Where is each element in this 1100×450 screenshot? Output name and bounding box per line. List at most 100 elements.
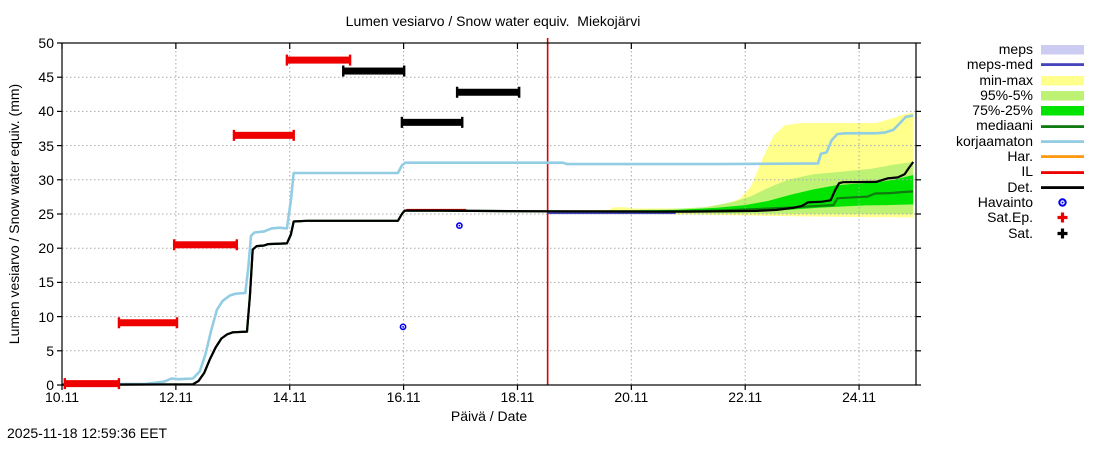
chart-legend: meps meps-med min-max 95%-5% 75%-25% mediaani… (858, 41, 1086, 241)
legend-label: 75%-25% (972, 102, 1033, 119)
bar-Sat.Ep. (286, 56, 351, 64)
legend-item-min-max: min-max (858, 71, 1086, 88)
legend-label: mediaani (976, 117, 1033, 134)
bar-Sat. (457, 88, 520, 96)
bar-endcap (342, 65, 345, 77)
legend-swatch-circle-icon (1058, 198, 1067, 207)
legend-swatch-line-icon (1041, 140, 1084, 143)
legend-item-75-25-: 75%-25% (858, 102, 1086, 119)
legend-item-havainto: Havainto (858, 193, 1086, 210)
x-tick-label-24.11: 24.11 (842, 389, 877, 405)
bar-endcap (117, 317, 121, 329)
bar-endcap (402, 65, 406, 77)
bar-Sat.Ep. (174, 241, 237, 249)
legend-swatch-line-icon (1041, 155, 1084, 159)
render-timestamp: 2025-11-18 12:59:36 EET (7, 425, 168, 441)
legend-item-mediaani: mediaani (858, 118, 1086, 133)
marker-dot (458, 224, 461, 227)
legend-label: korjaamaton (955, 132, 1033, 149)
bar-endcap (400, 116, 404, 128)
bar-endcap (461, 116, 464, 128)
legend-item-har-: Har. (858, 148, 1086, 165)
bar-endcap (455, 86, 459, 98)
legend-item-sat-: Sat. (858, 224, 1086, 241)
legend-label: IL (1021, 163, 1033, 180)
y-tick-label-10: 10 (38, 308, 54, 325)
x-axis-label: Päivä / Date (450, 408, 528, 424)
marker-dot (402, 325, 404, 328)
bar-endcap (175, 317, 179, 329)
x-tick-label-12.11: 12.11 (158, 389, 193, 405)
legend-swatch-plus-icon (1057, 212, 1068, 223)
x-tick-label-22.11: 22.11 (728, 389, 763, 405)
y-tick-label-40: 40 (38, 103, 54, 120)
legend-label: Havainto (977, 193, 1033, 210)
legend-item-korjaamaton: korjaamaton (858, 132, 1086, 149)
bar-endcap (285, 54, 289, 66)
bar-Sat. (401, 118, 463, 126)
line-korjaamaton (61, 114, 914, 386)
legend-item-il: IL (858, 164, 1086, 179)
x-tick-label-10.11: 10.11 (45, 389, 79, 405)
bar-endcap (235, 239, 238, 251)
y-tick-label-45: 45 (38, 69, 54, 86)
bar-Sat.Ep. (64, 380, 119, 388)
legend-label: Det. (1007, 178, 1033, 195)
legend-swatch-band-icon (1041, 106, 1084, 116)
legend-label: 95%-5% (980, 86, 1033, 103)
bar-Sat. (343, 67, 405, 75)
x-tick-label-14.11: 14.11 (272, 389, 307, 405)
satellite-bars (63, 54, 521, 390)
bar-endcap (117, 378, 121, 390)
legend-swatch-band-icon (1041, 45, 1084, 55)
legend-item-det-: Det. (858, 178, 1086, 195)
legend-item-95-5-: 95%-5% (858, 86, 1086, 103)
bar-endcap (348, 54, 352, 66)
legend-swatch-plus-icon (1057, 228, 1068, 239)
legend-swatch-line-icon (1041, 186, 1084, 189)
x-tick-label-16.11: 16.11 (386, 389, 421, 405)
bar-endcap (292, 129, 295, 141)
y-tick-label-30: 30 (38, 171, 54, 188)
y-tick-label-50: 50 (38, 35, 54, 51)
plot-frame (57, 42, 921, 390)
x-tick-label-18.11: 18.11 (500, 389, 535, 405)
y-tick-label-35: 35 (38, 137, 54, 154)
bar-endcap (63, 378, 67, 390)
legend-swatch-band-icon (1041, 75, 1084, 86)
bar-endcap (232, 129, 236, 141)
series-lines (61, 114, 915, 386)
legend-swatch-line-icon (1041, 63, 1084, 67)
legend-item-meps-med: meps-med (858, 56, 1086, 73)
chart-title: Lumen vesiarvo / Snow water equiv. Mieko… (345, 13, 641, 29)
x-tick-label-20.11: 20.11 (614, 389, 649, 405)
legend-label: min-max (979, 71, 1033, 88)
legend-label: Sat. (1008, 224, 1033, 241)
y-tick-label-25: 25 (38, 206, 54, 222)
legend-item-meps: meps (858, 41, 1086, 57)
bar-endcap (517, 86, 521, 98)
legend-swatch-band-icon (1041, 91, 1084, 101)
y-tick-label-5: 5 (46, 342, 54, 359)
band-75%-25% (547, 175, 914, 213)
y-tick-label-15: 15 (38, 274, 54, 291)
bar-endcap (172, 239, 176, 251)
line-mediaani (61, 190, 914, 386)
y-tick-label-20: 20 (38, 240, 54, 257)
marker-Havainto (455, 222, 463, 230)
y-tick-label-0: 0 (46, 377, 54, 393)
bar-Sat.Ep. (233, 131, 294, 139)
legend-label: Har. (1007, 148, 1033, 165)
marker-Havainto (399, 323, 407, 331)
legend-label: meps-med (966, 56, 1033, 73)
legend-label: meps (998, 41, 1033, 57)
bar-Sat.Ep. (118, 319, 178, 327)
legend-swatch-line-icon (1041, 170, 1084, 174)
legend-swatch-line-icon (1041, 124, 1084, 128)
legend-item-sat-ep-: Sat.Ep. (858, 209, 1086, 226)
observation-markers (399, 222, 463, 331)
line-Det. (61, 161, 915, 386)
legend-label: Sat.Ep. (987, 209, 1033, 226)
